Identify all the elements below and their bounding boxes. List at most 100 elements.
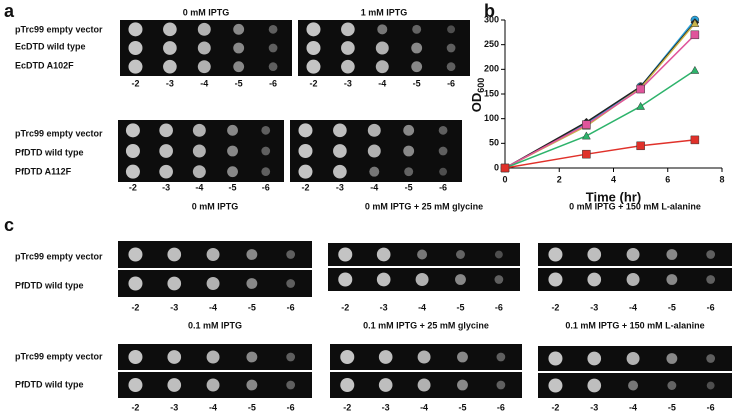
spot	[706, 381, 715, 390]
row-label: pTrc99 empty vector	[15, 24, 103, 34]
spot	[412, 24, 422, 34]
spot	[376, 247, 391, 262]
spot	[341, 59, 355, 74]
y-tick-label: 150	[484, 88, 499, 98]
column-label: -4	[195, 182, 203, 192]
spot	[666, 274, 678, 285]
plate-title: 0 mM IPTG + 25 mM glycine	[365, 201, 483, 211]
column-label: -3	[166, 78, 174, 88]
y-tick-label: 100	[484, 113, 499, 123]
spot	[261, 125, 271, 135]
column-label: -4	[420, 402, 428, 412]
column-label: -6	[287, 302, 295, 312]
spot	[163, 22, 177, 37]
spot	[206, 277, 220, 290]
column-label: -5	[458, 402, 466, 412]
marker	[690, 65, 700, 74]
spot	[246, 278, 258, 289]
spot	[298, 123, 313, 138]
column-label: -2	[129, 182, 137, 192]
spot	[246, 249, 258, 260]
column-label: -3	[590, 402, 598, 412]
spot	[456, 250, 465, 259]
series-line	[504, 69, 696, 169]
spot	[587, 351, 602, 366]
column-label: -3	[170, 302, 178, 312]
plate-title: 0 mM IPTG	[183, 7, 230, 17]
marker	[500, 163, 510, 173]
spot	[340, 378, 355, 392]
column-label: -2	[551, 402, 559, 412]
spot	[446, 62, 456, 72]
spot	[197, 41, 211, 55]
spot	[417, 378, 431, 392]
column-label: -2	[301, 182, 309, 192]
spot	[369, 166, 380, 177]
x-tick-label: 6	[665, 174, 670, 184]
plate-title: 0 mM IPTG	[192, 201, 239, 211]
x-tick-label: 2	[557, 174, 562, 184]
spot	[286, 279, 296, 288]
spot	[197, 60, 211, 74]
column-label: -3	[590, 302, 598, 312]
spot	[666, 249, 678, 260]
plate-title: 0.1 mM IPTG + 25 mM glycine	[363, 320, 489, 330]
marker	[690, 135, 700, 145]
spot	[333, 164, 347, 179]
spot	[159, 123, 173, 138]
spot	[411, 42, 423, 54]
spot	[125, 123, 140, 138]
column-label: -6	[497, 402, 505, 412]
spot	[626, 248, 640, 261]
spot	[447, 25, 456, 34]
spot	[446, 43, 456, 53]
spot	[163, 41, 177, 55]
column-label: -3	[336, 182, 344, 192]
spot	[159, 164, 173, 179]
spot	[227, 166, 238, 178]
x-tick-label: 4	[611, 174, 616, 184]
spot	[378, 378, 393, 392]
spot	[128, 41, 143, 55]
spot	[306, 41, 321, 55]
column-label: -5	[668, 302, 676, 312]
spot	[438, 146, 448, 156]
row-label: pTrc99 empty vector	[15, 351, 103, 361]
y-tick-label: 0	[494, 162, 499, 172]
spot	[192, 123, 206, 137]
row-label: EcDTD A102F	[15, 60, 74, 70]
column-label: -5	[668, 402, 676, 412]
spot	[548, 351, 563, 366]
spot	[128, 350, 143, 364]
spot	[455, 274, 466, 285]
x-tick-label: 0	[502, 174, 507, 184]
marker	[690, 30, 700, 40]
spot	[404, 167, 414, 177]
series-line	[504, 19, 696, 169]
column-label: -5	[405, 182, 413, 192]
spot	[587, 378, 602, 393]
spot	[415, 273, 429, 286]
spot	[298, 164, 313, 179]
y-axis-label-sub: 600	[476, 78, 486, 93]
column-label: -5	[456, 302, 464, 312]
spot	[286, 250, 296, 259]
marker	[582, 149, 591, 159]
column-label: -2	[341, 302, 349, 312]
spot	[227, 145, 238, 157]
x-axis-label: Time (hr)	[586, 189, 641, 204]
spot	[128, 22, 143, 37]
spot	[341, 41, 355, 55]
spot	[626, 273, 640, 286]
spot	[268, 24, 278, 34]
plate-title: 0 mM IPTG + 150 mM L-alanine	[569, 201, 701, 211]
y-tick-label: 250	[484, 39, 499, 49]
column-label: -6	[262, 182, 270, 192]
spot	[163, 59, 177, 74]
spot	[128, 276, 143, 291]
spot	[628, 380, 639, 391]
spot	[548, 378, 563, 393]
row-label: PfDTD A112F	[15, 166, 72, 176]
spot	[403, 124, 415, 136]
row-label: pTrc99 empty vector	[15, 128, 103, 138]
